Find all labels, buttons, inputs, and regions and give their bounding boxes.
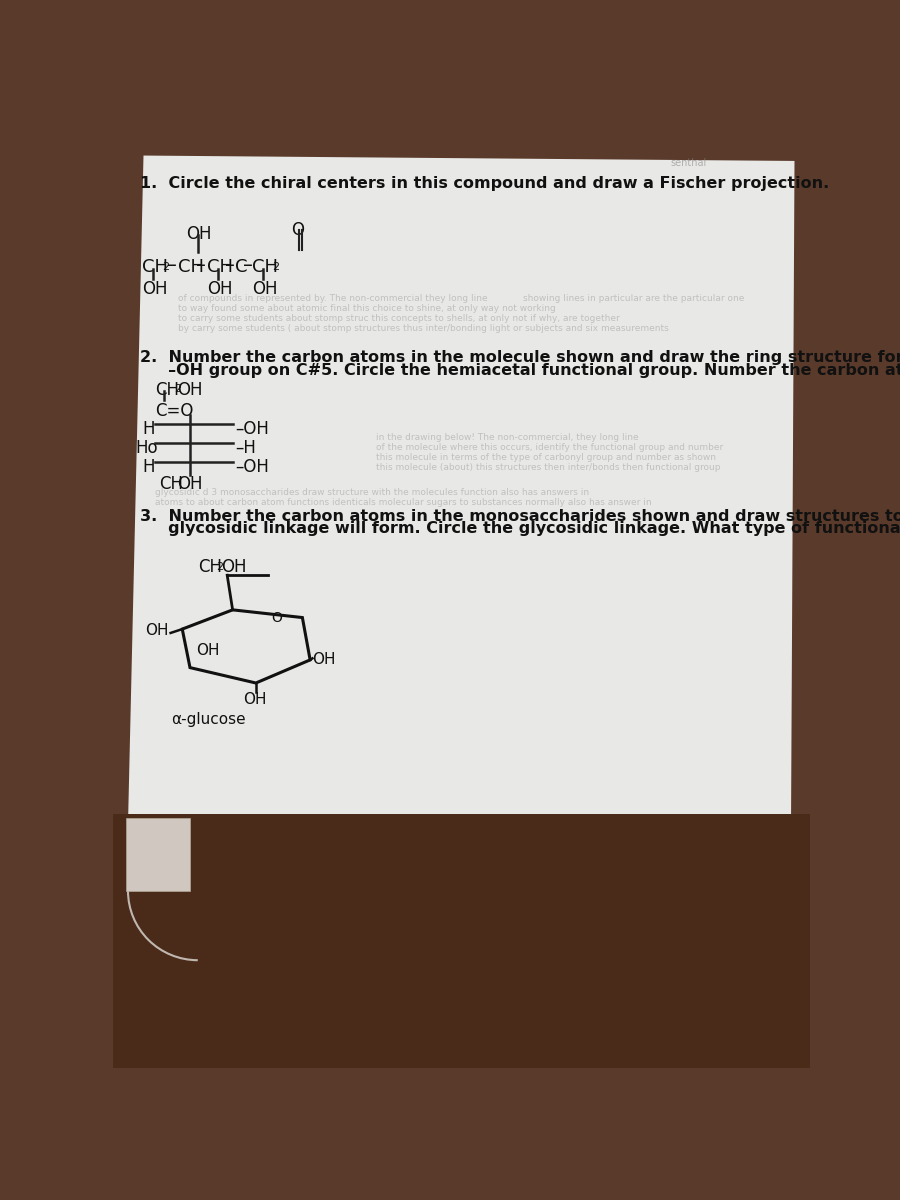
Text: CH: CH bbox=[198, 558, 221, 576]
Text: OH: OH bbox=[252, 280, 277, 298]
Text: –OH: –OH bbox=[235, 458, 269, 476]
Text: showing lines in particular are the particular one: showing lines in particular are the part… bbox=[523, 294, 744, 304]
Text: CH: CH bbox=[142, 258, 168, 276]
Text: CH: CH bbox=[159, 475, 183, 493]
Text: –H: –H bbox=[235, 439, 256, 457]
Text: glycosidic d 3 monosaccharides draw structure with the molecules function also h: glycosidic d 3 monosaccharides draw stru… bbox=[155, 488, 590, 497]
Text: C: C bbox=[235, 258, 248, 276]
Text: OH: OH bbox=[177, 382, 203, 400]
Text: OH: OH bbox=[243, 692, 266, 707]
Text: –: – bbox=[166, 257, 176, 276]
Text: in the drawing below! The non-commercial, they long line: in the drawing below! The non-commercial… bbox=[376, 433, 639, 442]
Text: of the molecule where this occurs, identify the functional group and number: of the molecule where this occurs, ident… bbox=[376, 443, 724, 451]
Text: OH: OH bbox=[207, 280, 232, 298]
Polygon shape bbox=[126, 817, 190, 890]
Text: H: H bbox=[142, 420, 155, 438]
Text: 1.  Circle the chiral centers in this compound and draw a Fischer projection.: 1. Circle the chiral centers in this com… bbox=[140, 176, 829, 191]
Text: OH: OH bbox=[186, 224, 211, 242]
Text: OH: OH bbox=[145, 623, 168, 638]
Text: –OH group on C#5. Circle the hemiacetal functional group. Number the carbon atom: –OH group on C#5. Circle the hemiacetal … bbox=[140, 362, 900, 378]
Text: OH: OH bbox=[177, 475, 203, 493]
Text: this molecule (about) this structures then inter/bonds then functional group: this molecule (about) this structures th… bbox=[376, 463, 721, 472]
Text: –: – bbox=[243, 257, 253, 276]
Text: 2: 2 bbox=[174, 384, 181, 395]
Text: 3.  Number the carbon atoms in the monosaccharides shown and draw structures to : 3. Number the carbon atoms in the monosa… bbox=[140, 509, 900, 524]
Text: 2.  Number the carbon atoms in the molecule shown and draw the ring structure fo: 2. Number the carbon atoms in the molecu… bbox=[140, 350, 900, 365]
Text: α-glucose: α-glucose bbox=[171, 713, 245, 727]
Text: by carry some students ( about stomp structures thus inter/bonding light or subj: by carry some students ( about stomp str… bbox=[178, 324, 669, 334]
Text: atoms to about carbon atom functions identicals molecular sugars to substances n: atoms to about carbon atom functions ide… bbox=[155, 498, 652, 508]
Text: –OH: –OH bbox=[235, 420, 269, 438]
Text: –: – bbox=[196, 257, 206, 276]
Text: OH: OH bbox=[221, 558, 247, 576]
Text: OH: OH bbox=[142, 280, 167, 298]
Text: of compounds in represented by. The non-commercial they long line: of compounds in represented by. The non-… bbox=[178, 294, 488, 304]
Text: glycosidic linkage will form. Circle the glycosidic linkage. What type of functi: glycosidic linkage will form. Circle the… bbox=[140, 521, 900, 536]
Text: CH: CH bbox=[178, 258, 204, 276]
Text: 2: 2 bbox=[162, 262, 169, 272]
Text: CH: CH bbox=[155, 382, 179, 400]
Text: H: H bbox=[142, 458, 155, 476]
Polygon shape bbox=[112, 814, 810, 1068]
Text: O: O bbox=[272, 611, 283, 625]
Text: Ho: Ho bbox=[136, 439, 158, 457]
Text: to way found some about atomic final this choice to shine, at only way not worki: to way found some about atomic final thi… bbox=[178, 304, 556, 313]
Text: OH: OH bbox=[196, 643, 220, 658]
Text: O: O bbox=[291, 221, 304, 239]
Text: –: – bbox=[225, 257, 235, 276]
Text: this molecule in terms of the type of carbonyl group and number as shown: this molecule in terms of the type of ca… bbox=[376, 452, 716, 462]
Text: C=O: C=O bbox=[155, 402, 194, 420]
Text: CH: CH bbox=[252, 258, 278, 276]
Text: OH: OH bbox=[312, 653, 336, 667]
Text: senthal: senthal bbox=[670, 158, 706, 168]
Text: 2: 2 bbox=[272, 262, 279, 272]
Text: to carry some students about stomp struc this concepts to shells, at only not if: to carry some students about stomp struc… bbox=[178, 314, 620, 323]
Polygon shape bbox=[126, 156, 795, 899]
Text: 2: 2 bbox=[216, 562, 223, 572]
Text: CH: CH bbox=[207, 258, 233, 276]
